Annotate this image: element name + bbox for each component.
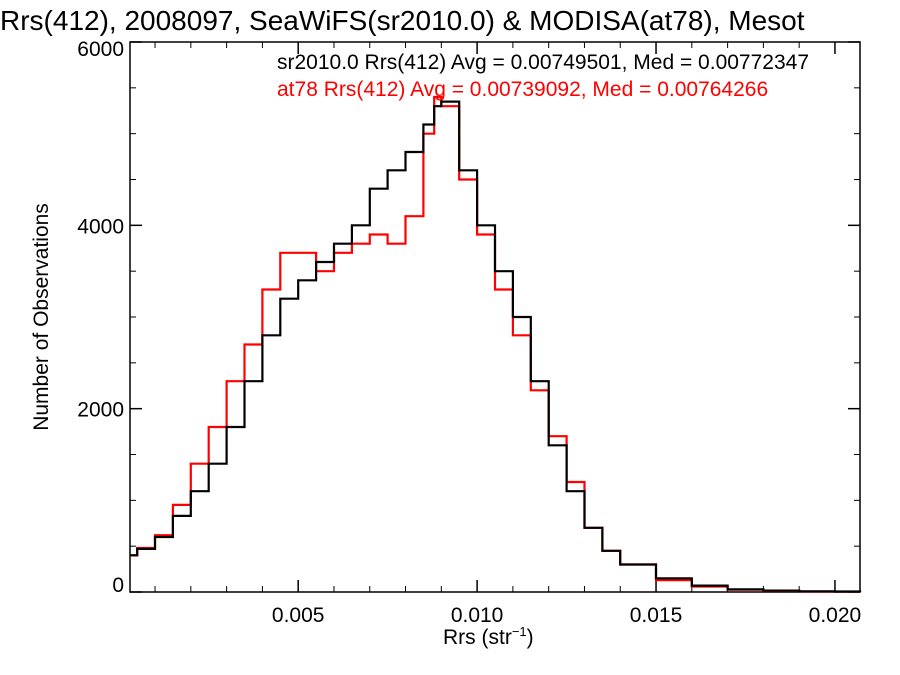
series-line-sr2010-0 xyxy=(130,100,862,593)
legend-entry-at78: at78 Rrs(412) Avg = 0.00739092, Med = 0.… xyxy=(277,78,768,101)
chart-title: Rrs(412), 2008097, SeaWiFS(sr2010.0) & M… xyxy=(0,5,805,36)
x-tick-label: 0.020 xyxy=(809,604,862,627)
axis-ticks: 0.005 0.010 0.015 0.020 0 2000 4000 6000 xyxy=(77,38,861,627)
x-tick-label: 0.005 xyxy=(272,604,325,627)
y-tick-label: 4000 xyxy=(77,215,124,238)
x-axis-label-close: ) xyxy=(527,626,534,649)
plot-frame xyxy=(129,41,861,593)
series-layer xyxy=(130,95,862,593)
legend-entry-sr2010: sr2010.0 Rrs(412) Avg = 0.00749501, Med … xyxy=(277,51,809,74)
x-axis-label-main: Rrs (str xyxy=(443,626,512,649)
y-tick-label: 6000 xyxy=(77,38,124,61)
y-axis-label: Number of Observations xyxy=(30,203,53,431)
x-tick-label: 0.015 xyxy=(630,604,683,627)
x-axis-label-exponent: −1 xyxy=(512,624,527,639)
y-tick-label: 2000 xyxy=(77,399,124,422)
y-tick-label: 0 xyxy=(112,574,124,597)
series-line-at78 xyxy=(130,95,862,593)
x-tick-label: 0.010 xyxy=(451,604,504,627)
x-axis-label: Rrs (str−1) xyxy=(443,624,534,649)
